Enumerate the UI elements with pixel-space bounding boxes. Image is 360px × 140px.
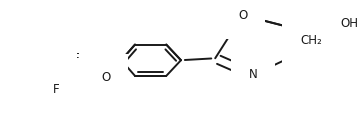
Text: F: F bbox=[73, 52, 80, 65]
Text: F: F bbox=[53, 64, 59, 76]
Text: N: N bbox=[249, 68, 258, 81]
Text: OH: OH bbox=[341, 17, 359, 30]
Text: F: F bbox=[53, 83, 59, 96]
Text: CH₂: CH₂ bbox=[300, 34, 322, 47]
Text: O: O bbox=[101, 71, 110, 84]
Text: O: O bbox=[238, 9, 247, 22]
